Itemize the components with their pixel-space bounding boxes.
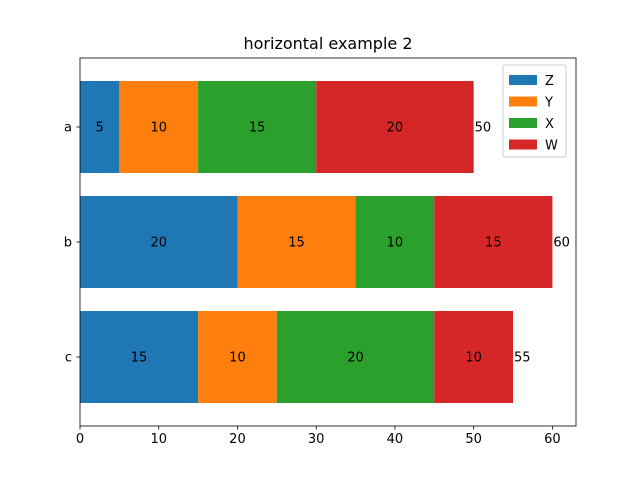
x-tick-label-0: 0 [76,432,84,447]
legend-label-Z: Z [545,74,554,89]
legend-swatch-Z [509,75,537,85]
legend-box [502,64,567,158]
x-tick-label-10: 10 [150,432,167,447]
x-tick-label-40: 40 [387,432,404,447]
legend-label-X: X [545,117,554,132]
bar-b-Y [237,196,356,288]
legend-swatch-Y [509,96,537,107]
axes-group: 0 10 20 30 40 50 60 a b c [64,57,577,447]
bar-a-Y [119,81,199,173]
x-tick-label-20: 20 [229,432,246,447]
bar-label-a-Z: 5 [96,121,104,136]
bar-total-label-a: 50 [475,121,492,136]
bar-a-X [198,81,317,173]
bar-label-a-X: 15 [249,121,266,136]
x-tick-label-60: 60 [544,432,561,447]
bar-c-X [276,311,435,403]
bar-c-Y [198,311,277,403]
bar-a-W [316,81,474,173]
bar-label-b-X: 10 [387,236,404,251]
bar-label-c-X: 20 [347,351,364,366]
bar-a-Z [80,81,120,173]
legend-label-Y: Y [544,96,553,111]
bar-label-a-W: 20 [387,121,404,136]
bar-label-c-Z: 15 [131,351,148,366]
bar-c-W [434,311,514,403]
x-tick-label-50: 50 [465,432,482,447]
bar-b-Z [80,196,238,288]
legend-swatch-X [509,118,537,128]
bar-total-label-c: 55 [514,351,531,366]
chart-title: horizontal example 2 [243,34,412,53]
y-tick-label-b: b [64,236,72,251]
y-tick-label-a: a [64,121,72,136]
bar-label-c-Y: 10 [229,351,246,366]
legend-label-W: W [545,139,558,154]
bar-c-Z [80,311,199,403]
bar-label-c-W: 10 [465,351,482,366]
bar-label-b-Z: 20 [150,236,167,251]
legend-swatch-W [509,139,537,150]
bar-total-label-b: 60 [553,236,570,251]
bar-b-X [355,196,435,288]
y-tick-label-c: c [65,351,72,366]
bars-group: 5 10 15 20 50 20 15 10 15 60 15 10 20 10 55 [80,81,570,403]
bar-b-W [434,196,553,288]
bar-label-b-Y: 15 [288,236,305,251]
bar-label-b-W: 15 [485,236,502,251]
bar-label-a-Y: 10 [150,121,167,136]
x-tick-label-30: 30 [308,432,325,447]
